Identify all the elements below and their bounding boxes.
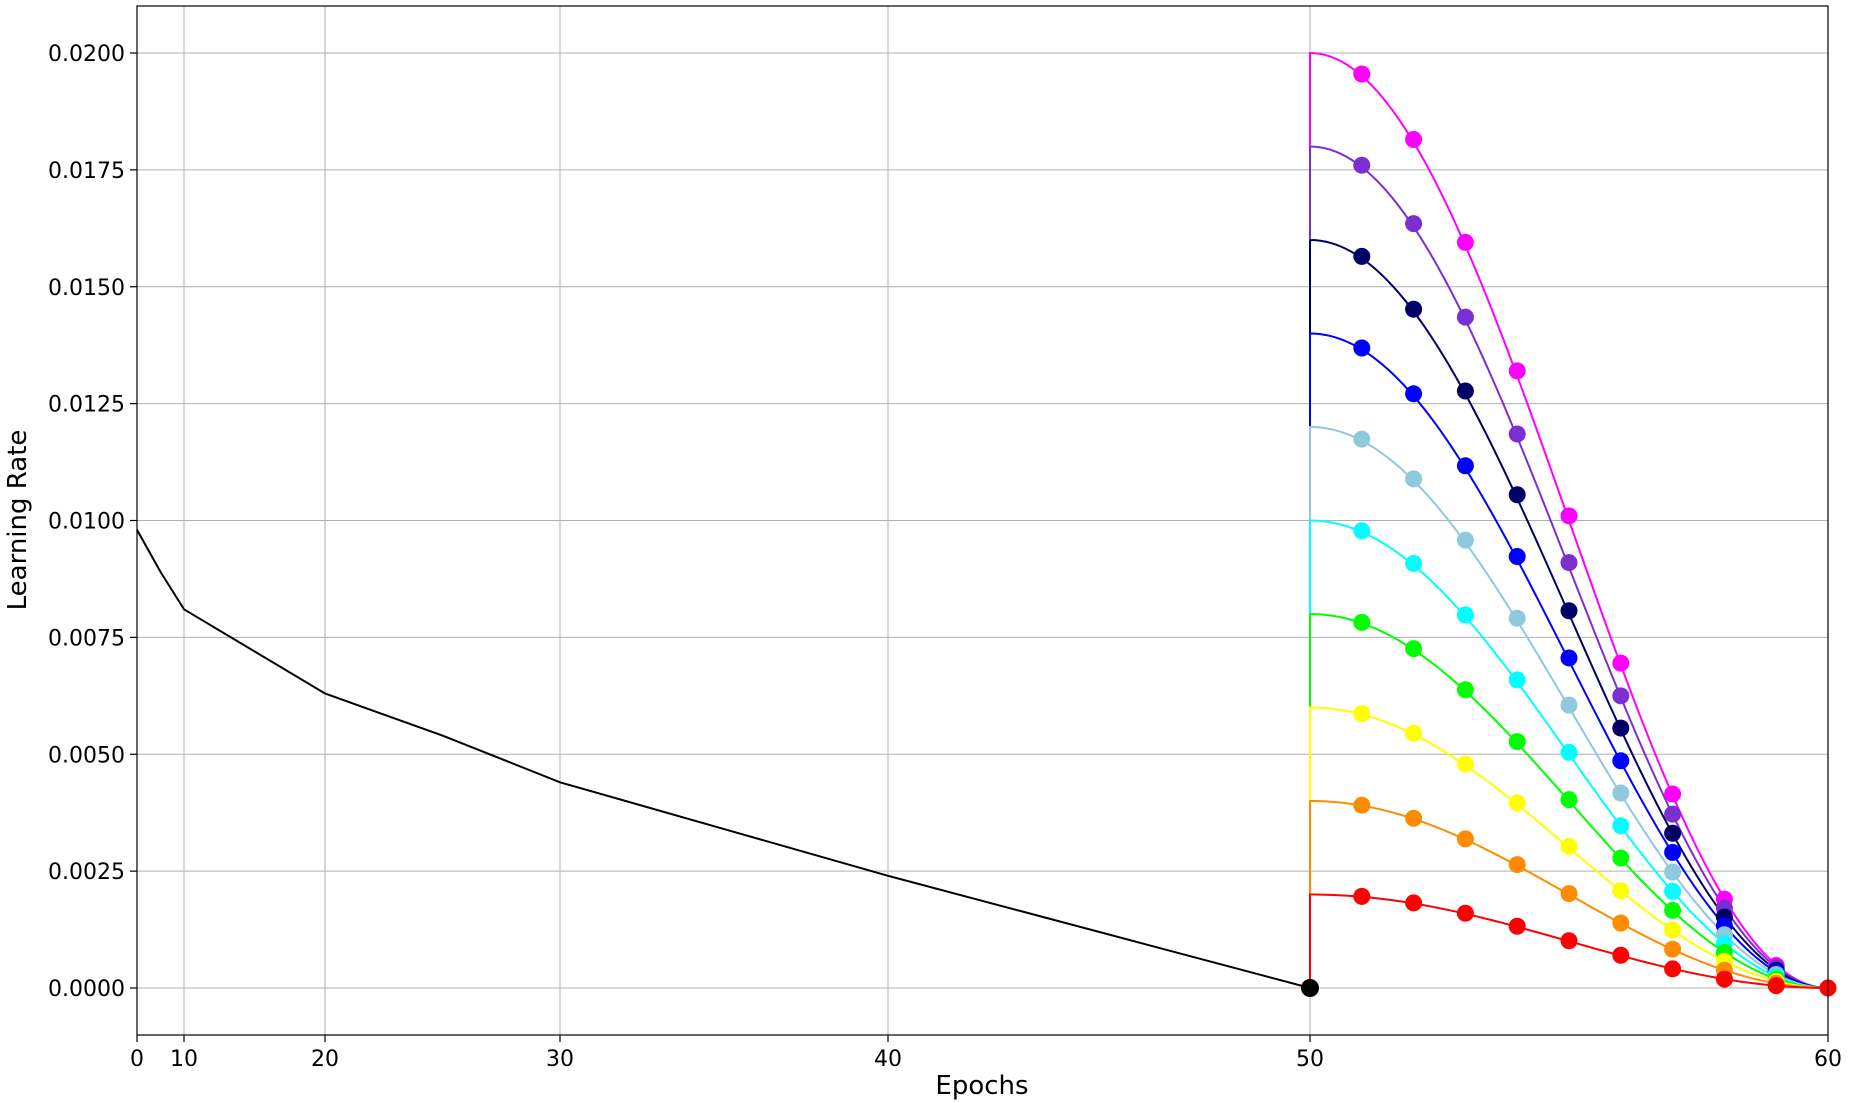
series-marker (1508, 362, 1526, 380)
series-marker (1456, 382, 1474, 400)
series-marker (1508, 486, 1526, 504)
series-marker (1508, 917, 1526, 935)
series-marker (1353, 613, 1371, 631)
series-marker (1456, 904, 1474, 922)
series-marker (1456, 606, 1474, 624)
series-marker (1405, 809, 1423, 827)
series-marker (1508, 425, 1526, 443)
x-tick-label: 50 (1296, 1047, 1324, 1072)
series-marker (1664, 960, 1682, 978)
series-marker (1560, 696, 1578, 714)
series-marker (1664, 785, 1682, 803)
series-marker (1508, 733, 1526, 751)
series-marker (1664, 940, 1682, 958)
series-marker (1560, 791, 1578, 809)
series-marker (1560, 932, 1578, 950)
x-tick-label: 0 (130, 1047, 144, 1072)
series-marker (1405, 215, 1423, 233)
series-marker (1612, 719, 1630, 737)
series-marker (1560, 743, 1578, 761)
series-marker (1405, 300, 1423, 318)
x-tick-label: 60 (1814, 1047, 1842, 1072)
series-marker (1664, 921, 1682, 939)
series-marker (1456, 830, 1474, 848)
series-marker (1664, 805, 1682, 823)
series-marker (1508, 856, 1526, 874)
y-tick-label: 0.0200 (48, 42, 125, 67)
series-marker (1405, 894, 1423, 912)
series-marker (1353, 705, 1371, 723)
series-marker (1353, 339, 1371, 357)
series-marker (1612, 752, 1630, 770)
series-marker (1560, 649, 1578, 667)
series-marker (1612, 817, 1630, 835)
y-tick-label: 0.0150 (48, 276, 125, 301)
series-marker (1664, 843, 1682, 861)
base-curve-end-marker (1301, 979, 1319, 997)
series-marker (1664, 863, 1682, 881)
series-marker (1456, 531, 1474, 549)
base-curve-line (136, 529, 1311, 989)
series-marker (1456, 233, 1474, 251)
series-marker (1353, 247, 1371, 265)
x-tick-label: 30 (546, 1047, 574, 1072)
series-marker (1456, 308, 1474, 326)
y-tick-label: 0.0175 (48, 159, 125, 184)
series-marker (1405, 640, 1423, 658)
series-marker (1456, 681, 1474, 699)
series-marker (1612, 687, 1630, 705)
series-marker (1353, 796, 1371, 814)
series-marker (1405, 555, 1423, 573)
series-marker (1612, 882, 1630, 900)
y-tick-label: 0.0000 (48, 977, 125, 1002)
series-marker (1560, 837, 1578, 855)
plot-area (136, 51, 1837, 997)
series-marker (1560, 602, 1578, 620)
y-tick-label: 0.0050 (48, 743, 125, 768)
series-marker (1560, 885, 1578, 903)
y-axis-label: Learning Rate (3, 430, 33, 611)
series-marker (1456, 755, 1474, 773)
series-marker (1456, 457, 1474, 475)
series-marker (1715, 970, 1733, 988)
series-marker (1508, 671, 1526, 689)
series-marker (1508, 794, 1526, 812)
series-marker (1405, 724, 1423, 742)
series-marker (1612, 784, 1630, 802)
series-marker (1560, 554, 1578, 572)
series-marker (1664, 824, 1682, 842)
series-marker (1405, 470, 1423, 488)
series-marker (1353, 887, 1371, 905)
series-marker (1353, 65, 1371, 83)
series-marker (1405, 130, 1423, 148)
series-marker (1560, 507, 1578, 525)
series-marker (1612, 914, 1630, 932)
y-tick-label: 0.0100 (48, 510, 125, 535)
x-axis-label: Epochs (935, 1071, 1028, 1101)
series-marker (1664, 882, 1682, 900)
x-tick-label: 10 (170, 1047, 198, 1072)
series-marker (1612, 654, 1630, 672)
series-marker (1405, 385, 1423, 403)
y-tick-label: 0.0125 (48, 393, 125, 418)
tick-labels: 0 10 20 30 40 50 60 0.0000 0.0025 0.0050 0.0075 0.0… (48, 42, 1842, 1072)
y-tick-label: 0.0025 (48, 860, 125, 885)
x-tick-label: 40 (874, 1047, 902, 1072)
series-marker (1664, 901, 1682, 919)
series-marker (1353, 156, 1371, 174)
x-tick-label: 20 (311, 1047, 339, 1072)
series-marker (1508, 609, 1526, 627)
series-marker (1612, 946, 1630, 964)
series-marker (1353, 430, 1371, 448)
series-marker (1612, 849, 1630, 867)
y-tick-label: 0.0075 (48, 626, 125, 651)
series-marker (1353, 522, 1371, 540)
series-marker (1508, 547, 1526, 565)
series-marker (1767, 977, 1785, 995)
